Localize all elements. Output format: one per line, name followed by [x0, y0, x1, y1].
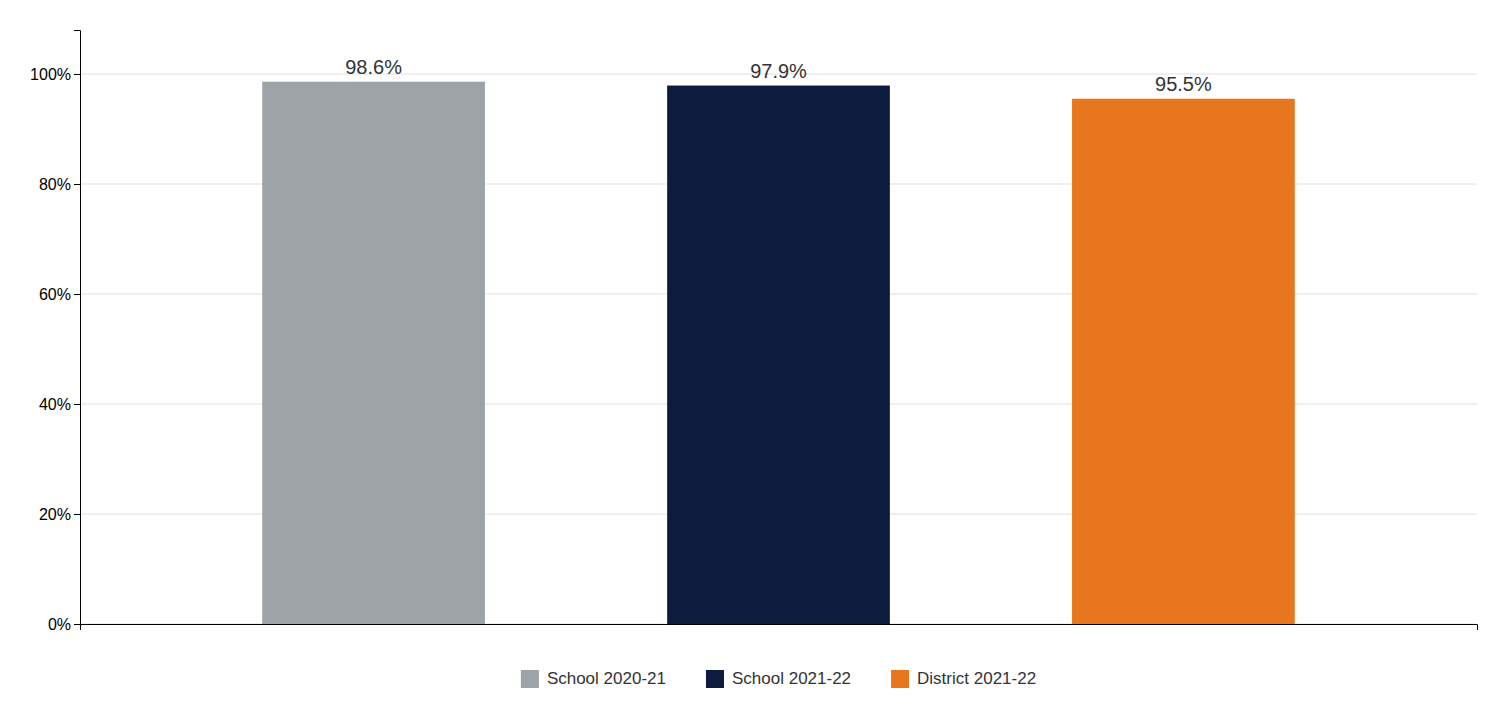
grid — [80, 74, 1477, 624]
legend-swatch — [891, 670, 909, 688]
y-tick: 0% — [48, 616, 80, 633]
data-labels: 98.6% 97.9% 95.5% — [345, 56, 1212, 95]
legend-label: School 2020-21 — [547, 669, 666, 688]
y-tick-mark — [74, 624, 80, 625]
data-label: 97.9% — [750, 60, 807, 82]
y-tick-label: 80% — [39, 176, 71, 193]
y-axis: 0% 20% 40% 60% 80% 100% — [30, 31, 80, 633]
y-tick: 80% — [39, 176, 80, 193]
y-tick-label: 20% — [39, 506, 71, 523]
legend-item: School 2021-22 — [706, 669, 851, 688]
y-axis-line — [74, 31, 81, 625]
chart-svg: 0% 20% 40% 60% 80% 100% 98.6% 97.9% 95.5% School … — [0, 0, 1507, 724]
y-tick-label: 0% — [48, 616, 71, 633]
y-tick-label: 100% — [30, 66, 71, 83]
y-tick-mark — [74, 404, 80, 405]
y-tick: 60% — [39, 286, 80, 303]
y-tick-mark — [74, 184, 80, 185]
data-label: 95.5% — [1155, 73, 1212, 95]
y-tick: 100% — [30, 66, 80, 83]
data-label: 98.6% — [345, 56, 402, 78]
y-tick-mark — [74, 74, 80, 75]
bar — [262, 82, 485, 624]
y-tick: 20% — [39, 506, 80, 523]
legend: School 2020-21 School 2021-22 District 202… — [521, 669, 1036, 688]
legend-item: School 2020-21 — [521, 669, 666, 688]
y-tick-label: 40% — [39, 396, 71, 413]
y-tick-label: 60% — [39, 286, 71, 303]
bar — [667, 86, 890, 624]
y-tick: 40% — [39, 396, 80, 413]
legend-swatch — [706, 670, 724, 688]
y-tick-mark — [74, 514, 80, 515]
legend-swatch — [521, 670, 539, 688]
x-axis-line — [81, 625, 1478, 631]
y-tick-mark — [74, 294, 80, 295]
chart-container: 0% 20% 40% 60% 80% 100% 98.6% 97.9% 95.5% School … — [0, 0, 1507, 724]
legend-label: District 2021-22 — [917, 669, 1036, 688]
bar — [1072, 99, 1295, 624]
bars — [262, 82, 1295, 624]
x-axis — [81, 625, 1478, 631]
legend-label: School 2021-22 — [732, 669, 851, 688]
plot-area: 0% 20% 40% 60% 80% 100% 98.6% 97.9% 95.5% — [30, 31, 1477, 633]
legend-item: District 2021-22 — [891, 669, 1036, 688]
